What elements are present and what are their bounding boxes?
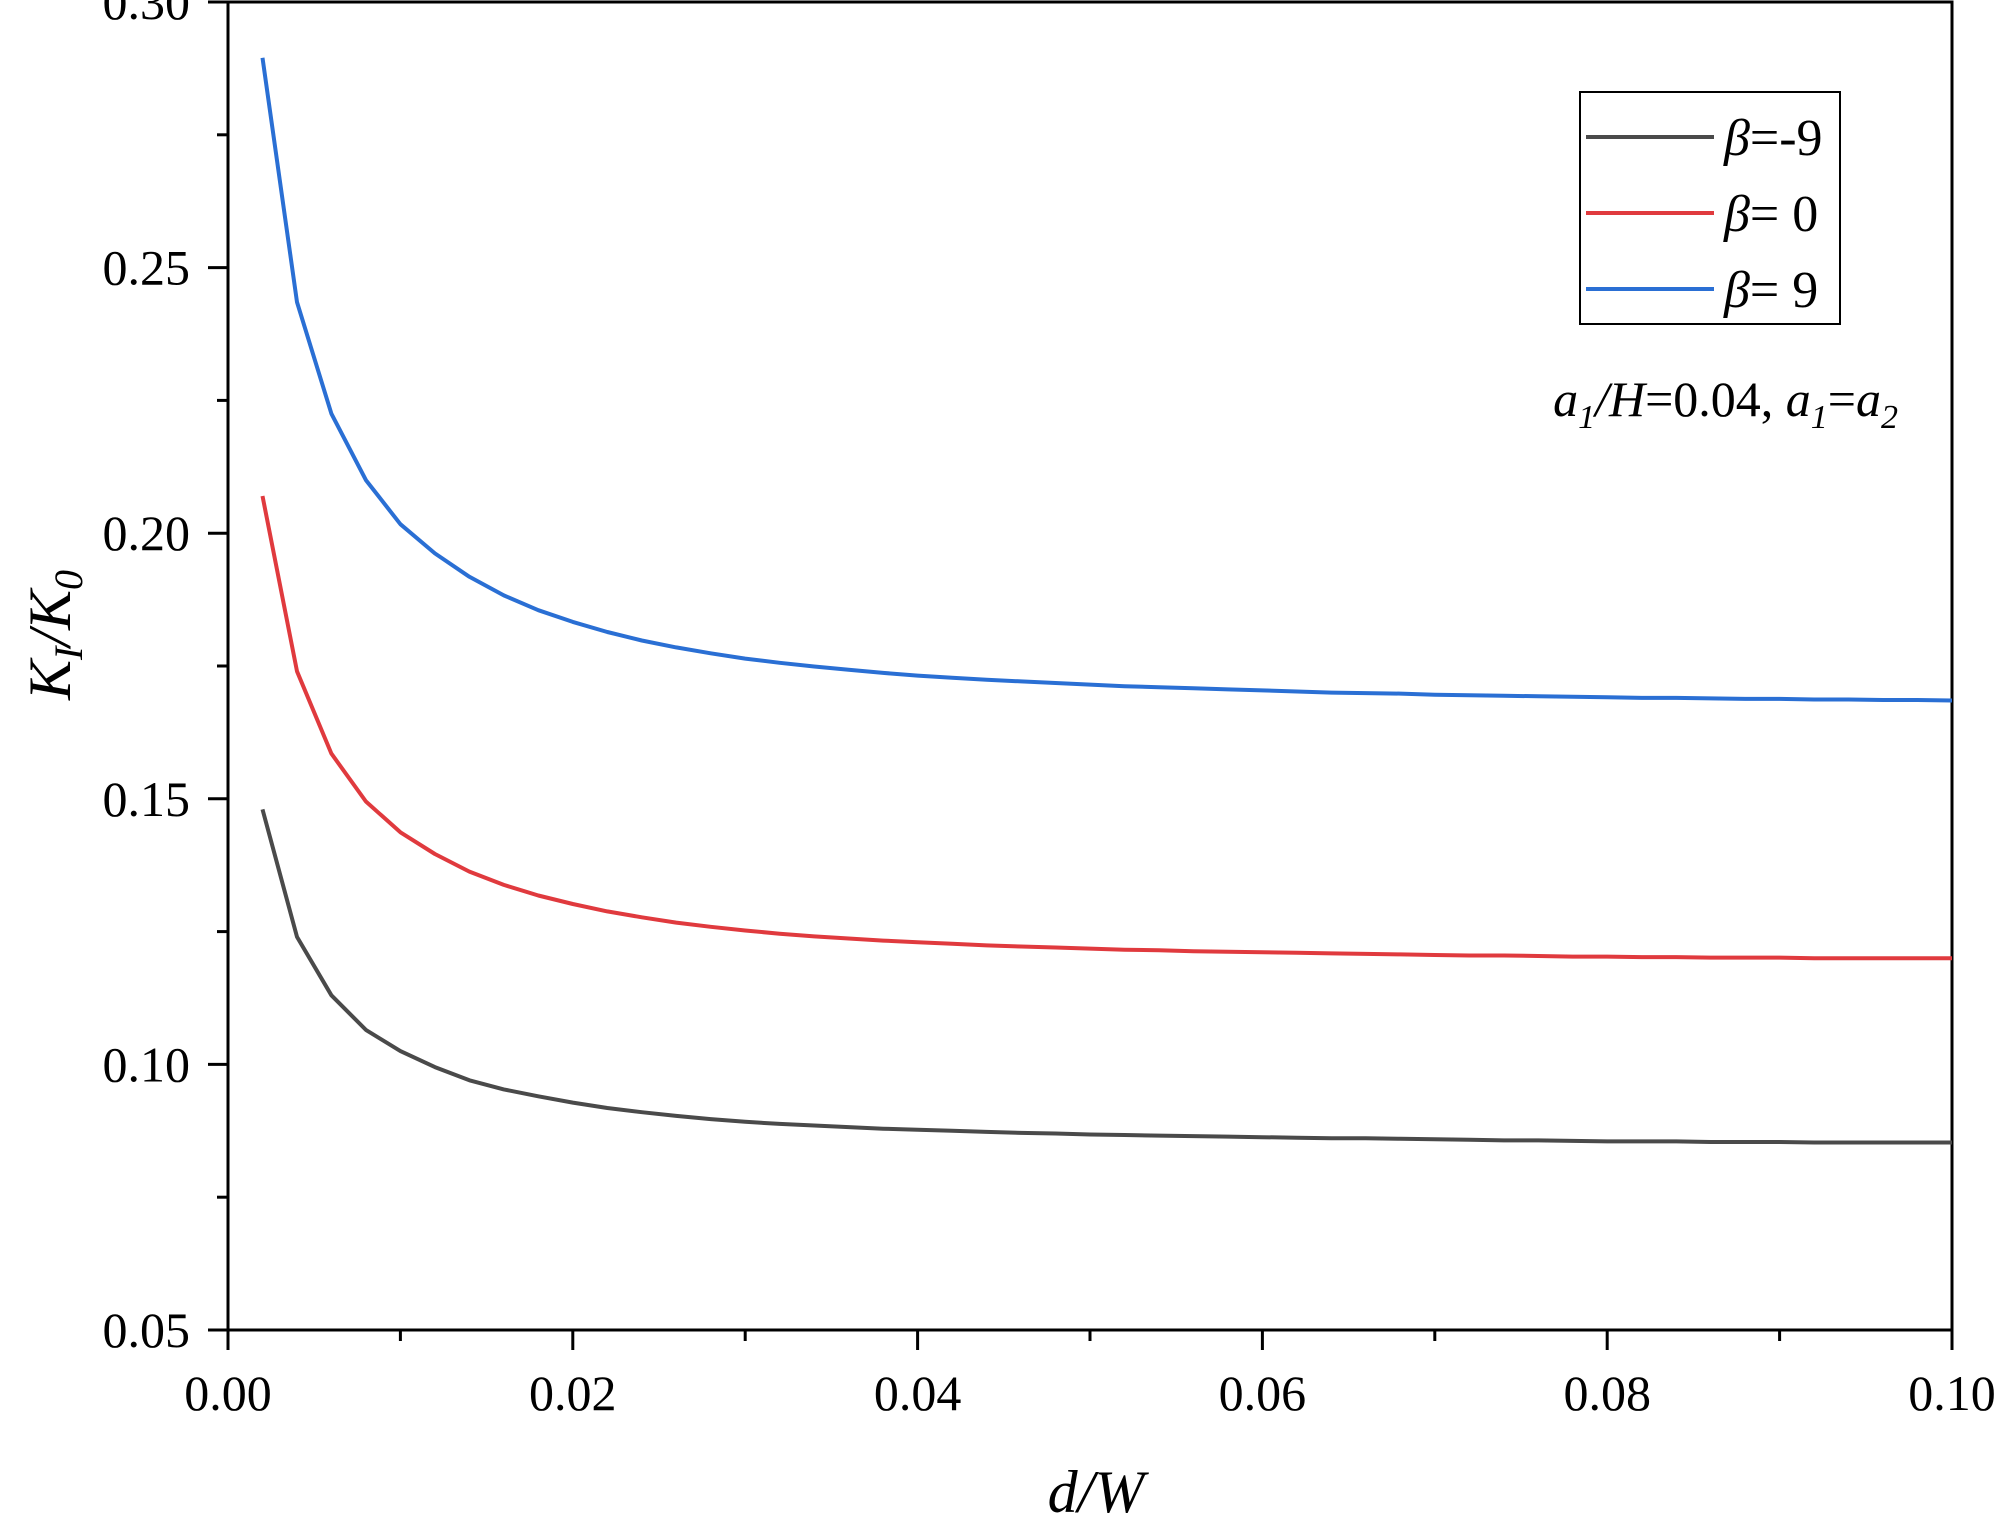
x-tick-label: 0.10 — [1908, 1365, 1996, 1421]
y-tick-label: 0.20 — [103, 505, 191, 561]
y-tick-label: 0.05 — [103, 1302, 191, 1358]
y-tick-label: 0.30 — [103, 0, 191, 30]
legend-box — [1579, 91, 1841, 325]
series-line-1 — [260, 808, 1952, 1145]
annotation: a1/H=0.04, a1=a2 — [1553, 371, 1898, 436]
y-tick-label: 0.10 — [103, 1036, 191, 1092]
x-tick-label: 0.04 — [874, 1365, 962, 1421]
x-axis-title: d/W — [1048, 1459, 1150, 1521]
y-tick-label: 0.15 — [103, 771, 191, 827]
y-axis-title: KI/K0 — [17, 570, 91, 701]
axis-ticks: 0.00 0.02 0.04 0.06 0.08 0.10 0.05 0.10 0.15 0.20… — [103, 0, 1996, 1421]
legend: β=-9 β= 0 β= 9 — [1579, 91, 1841, 325]
x-tick-label: 0.02 — [529, 1365, 617, 1421]
legend-label-1: β=-9 — [1723, 110, 1823, 167]
series-line-3 — [260, 57, 1953, 703]
legend-label-3: β= 9 — [1723, 262, 1818, 319]
x-tick-label: 0.08 — [1563, 1365, 1651, 1421]
series-lines — [260, 57, 1953, 1145]
x-tick-label: 0.00 — [184, 1365, 272, 1421]
x-tick-label: 0.06 — [1219, 1365, 1307, 1421]
y-tick-label: 0.25 — [103, 240, 191, 296]
series-line-2 — [260, 495, 1952, 961]
legend-label-2: β= 0 — [1723, 186, 1818, 243]
